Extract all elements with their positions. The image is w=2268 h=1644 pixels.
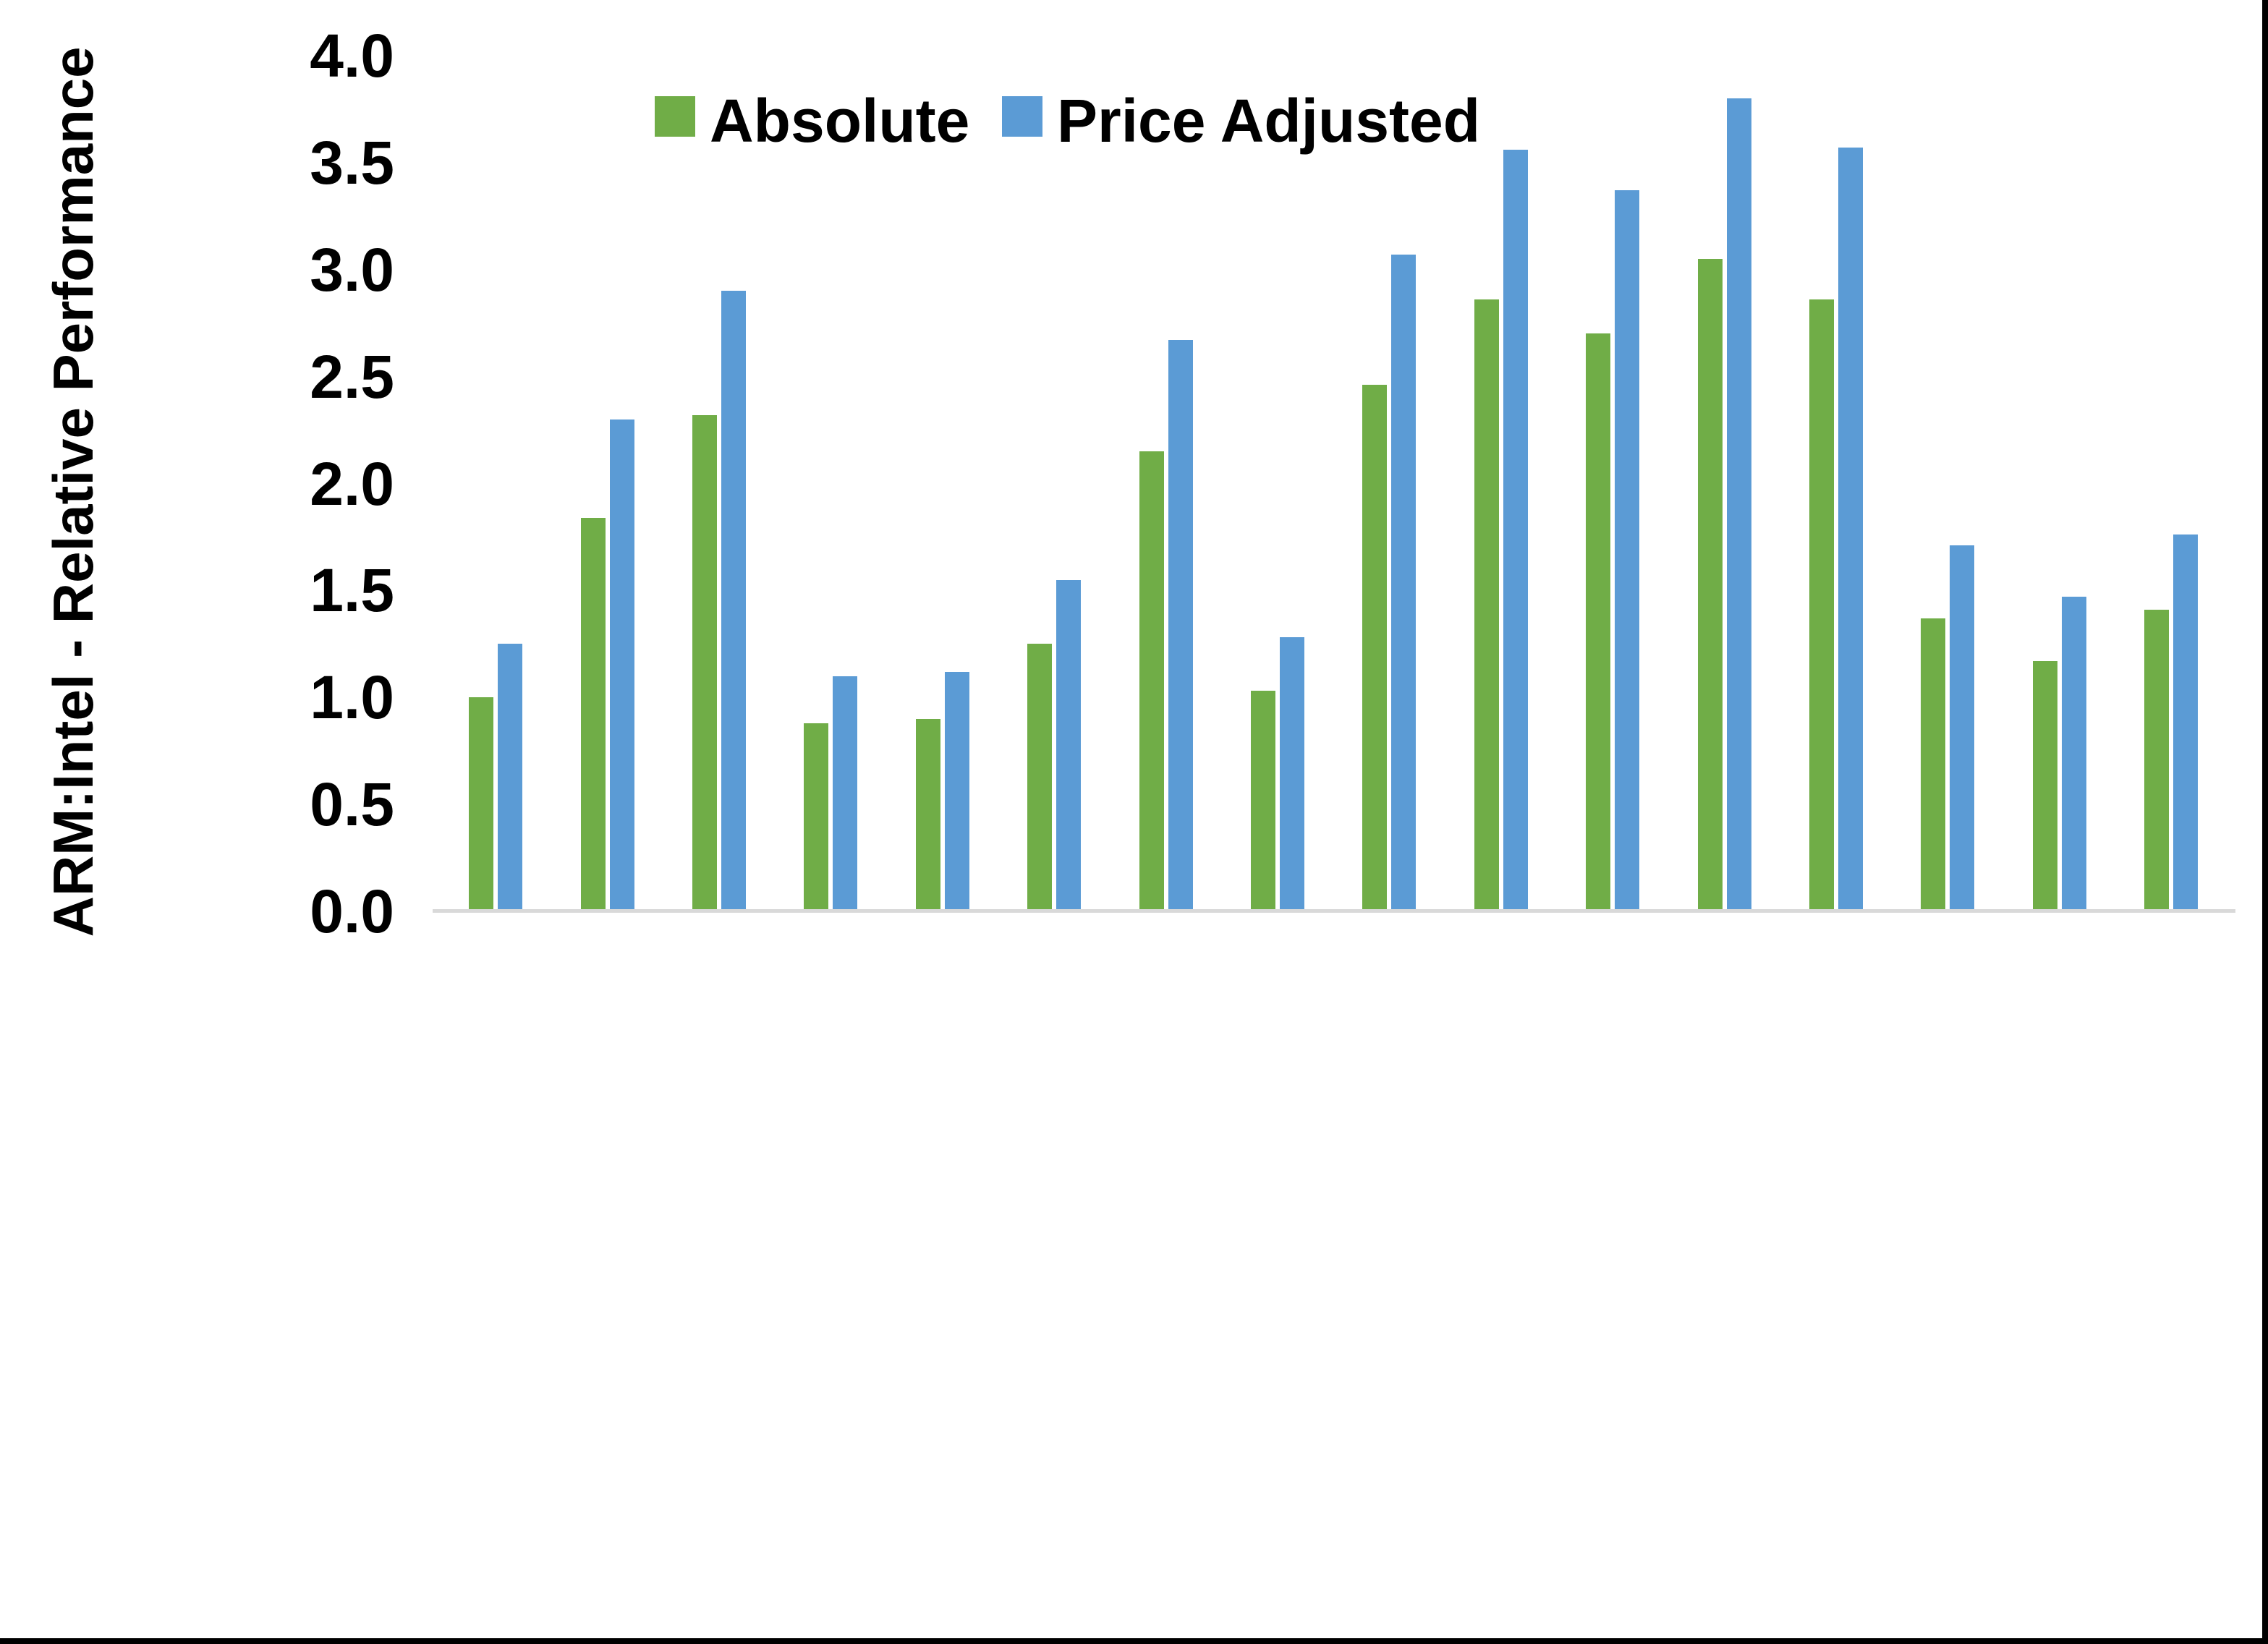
bar-price-adjusted-deflate-best-compression [498, 644, 523, 911]
bar-absolute-s2-default [1586, 333, 1611, 911]
bar-price-adjusted-s2-parallel-4 [1726, 98, 1751, 911]
y-tick-label: 2.5 [310, 342, 394, 411]
legend-swatch-absolute [655, 96, 695, 137]
y-tick-label: 1.0 [310, 663, 394, 732]
bar-absolute-zstd-fastest [2144, 610, 2170, 911]
bar-price-adjusted-s2-better [1503, 150, 1528, 911]
bar-price-adjusted-pgzip-best-speed [1391, 255, 1417, 911]
window-border-bottom [0, 1638, 2268, 1644]
bar-absolute-pgzip [1139, 451, 1164, 911]
y-tick-label: 0.0 [310, 877, 394, 945]
y-tick-label: 4.0 [310, 22, 394, 90]
bar-price-adjusted-s2-default [1615, 190, 1640, 911]
bar-absolute-gzip-best-compression [915, 718, 940, 911]
bar-price-adjusted-deflate-default [721, 291, 746, 911]
y-tick-label: 2.0 [310, 449, 394, 518]
y-tick-label: 3.0 [310, 235, 394, 304]
bar-absolute-gzip [804, 723, 829, 911]
bar-absolute-pgzip-best-compression [1251, 691, 1275, 911]
bar-price-adjusted-zstd-better-compression [2061, 597, 2086, 911]
bar-price-adjusted-pgzip-best-compression [1280, 637, 1304, 911]
legend-swatch-price-adjusted [1002, 96, 1042, 137]
y-tick-label: 3.5 [310, 128, 394, 197]
bar-price-adjusted-zstd [1950, 545, 1975, 911]
y-tick-label: 0.5 [310, 770, 394, 839]
bar-absolute-deflate-best-compression [469, 697, 494, 911]
bar-absolute-deflate-default [692, 414, 717, 911]
bar-price-adjusted-s2-parallel-8 [1838, 148, 1863, 911]
bar-price-adjusted-gzip-best-compression [944, 671, 969, 911]
x-axis-line [433, 909, 2235, 913]
plot-area [440, 56, 2227, 911]
bar-price-adjusted-pgzip [1168, 340, 1193, 911]
bar-absolute-deflate-best-speed [580, 517, 606, 911]
legend-label-absolute: Absolute [710, 87, 970, 155]
bar-absolute-s2-better [1474, 299, 1499, 911]
bar-absolute-zstd [1921, 618, 1946, 911]
window-border-right [2262, 0, 2268, 1644]
bar-price-adjusted-zstd-fastest [2173, 534, 2199, 911]
bar-absolute-pgzip-best-speed [1362, 385, 1388, 911]
bar-absolute-s2-parallel-4 [1697, 258, 1723, 911]
bar-price-adjusted-deflate-best-speed [609, 419, 634, 911]
bar-absolute-gzip-best-speed [1027, 644, 1053, 911]
bar-absolute-s2-parallel-8 [1809, 299, 1834, 911]
bar-price-adjusted-gzip [833, 676, 858, 911]
bar-absolute-zstd-better-compression [2032, 660, 2057, 911]
y-tick-label: 1.5 [310, 556, 394, 625]
bar-price-adjusted-gzip-best-speed [1056, 579, 1082, 911]
y-axis-title: ARM:Intel - Relative Performance [41, 46, 105, 937]
legend-label-price-adjusted: Price Adjusted [1057, 87, 1481, 155]
